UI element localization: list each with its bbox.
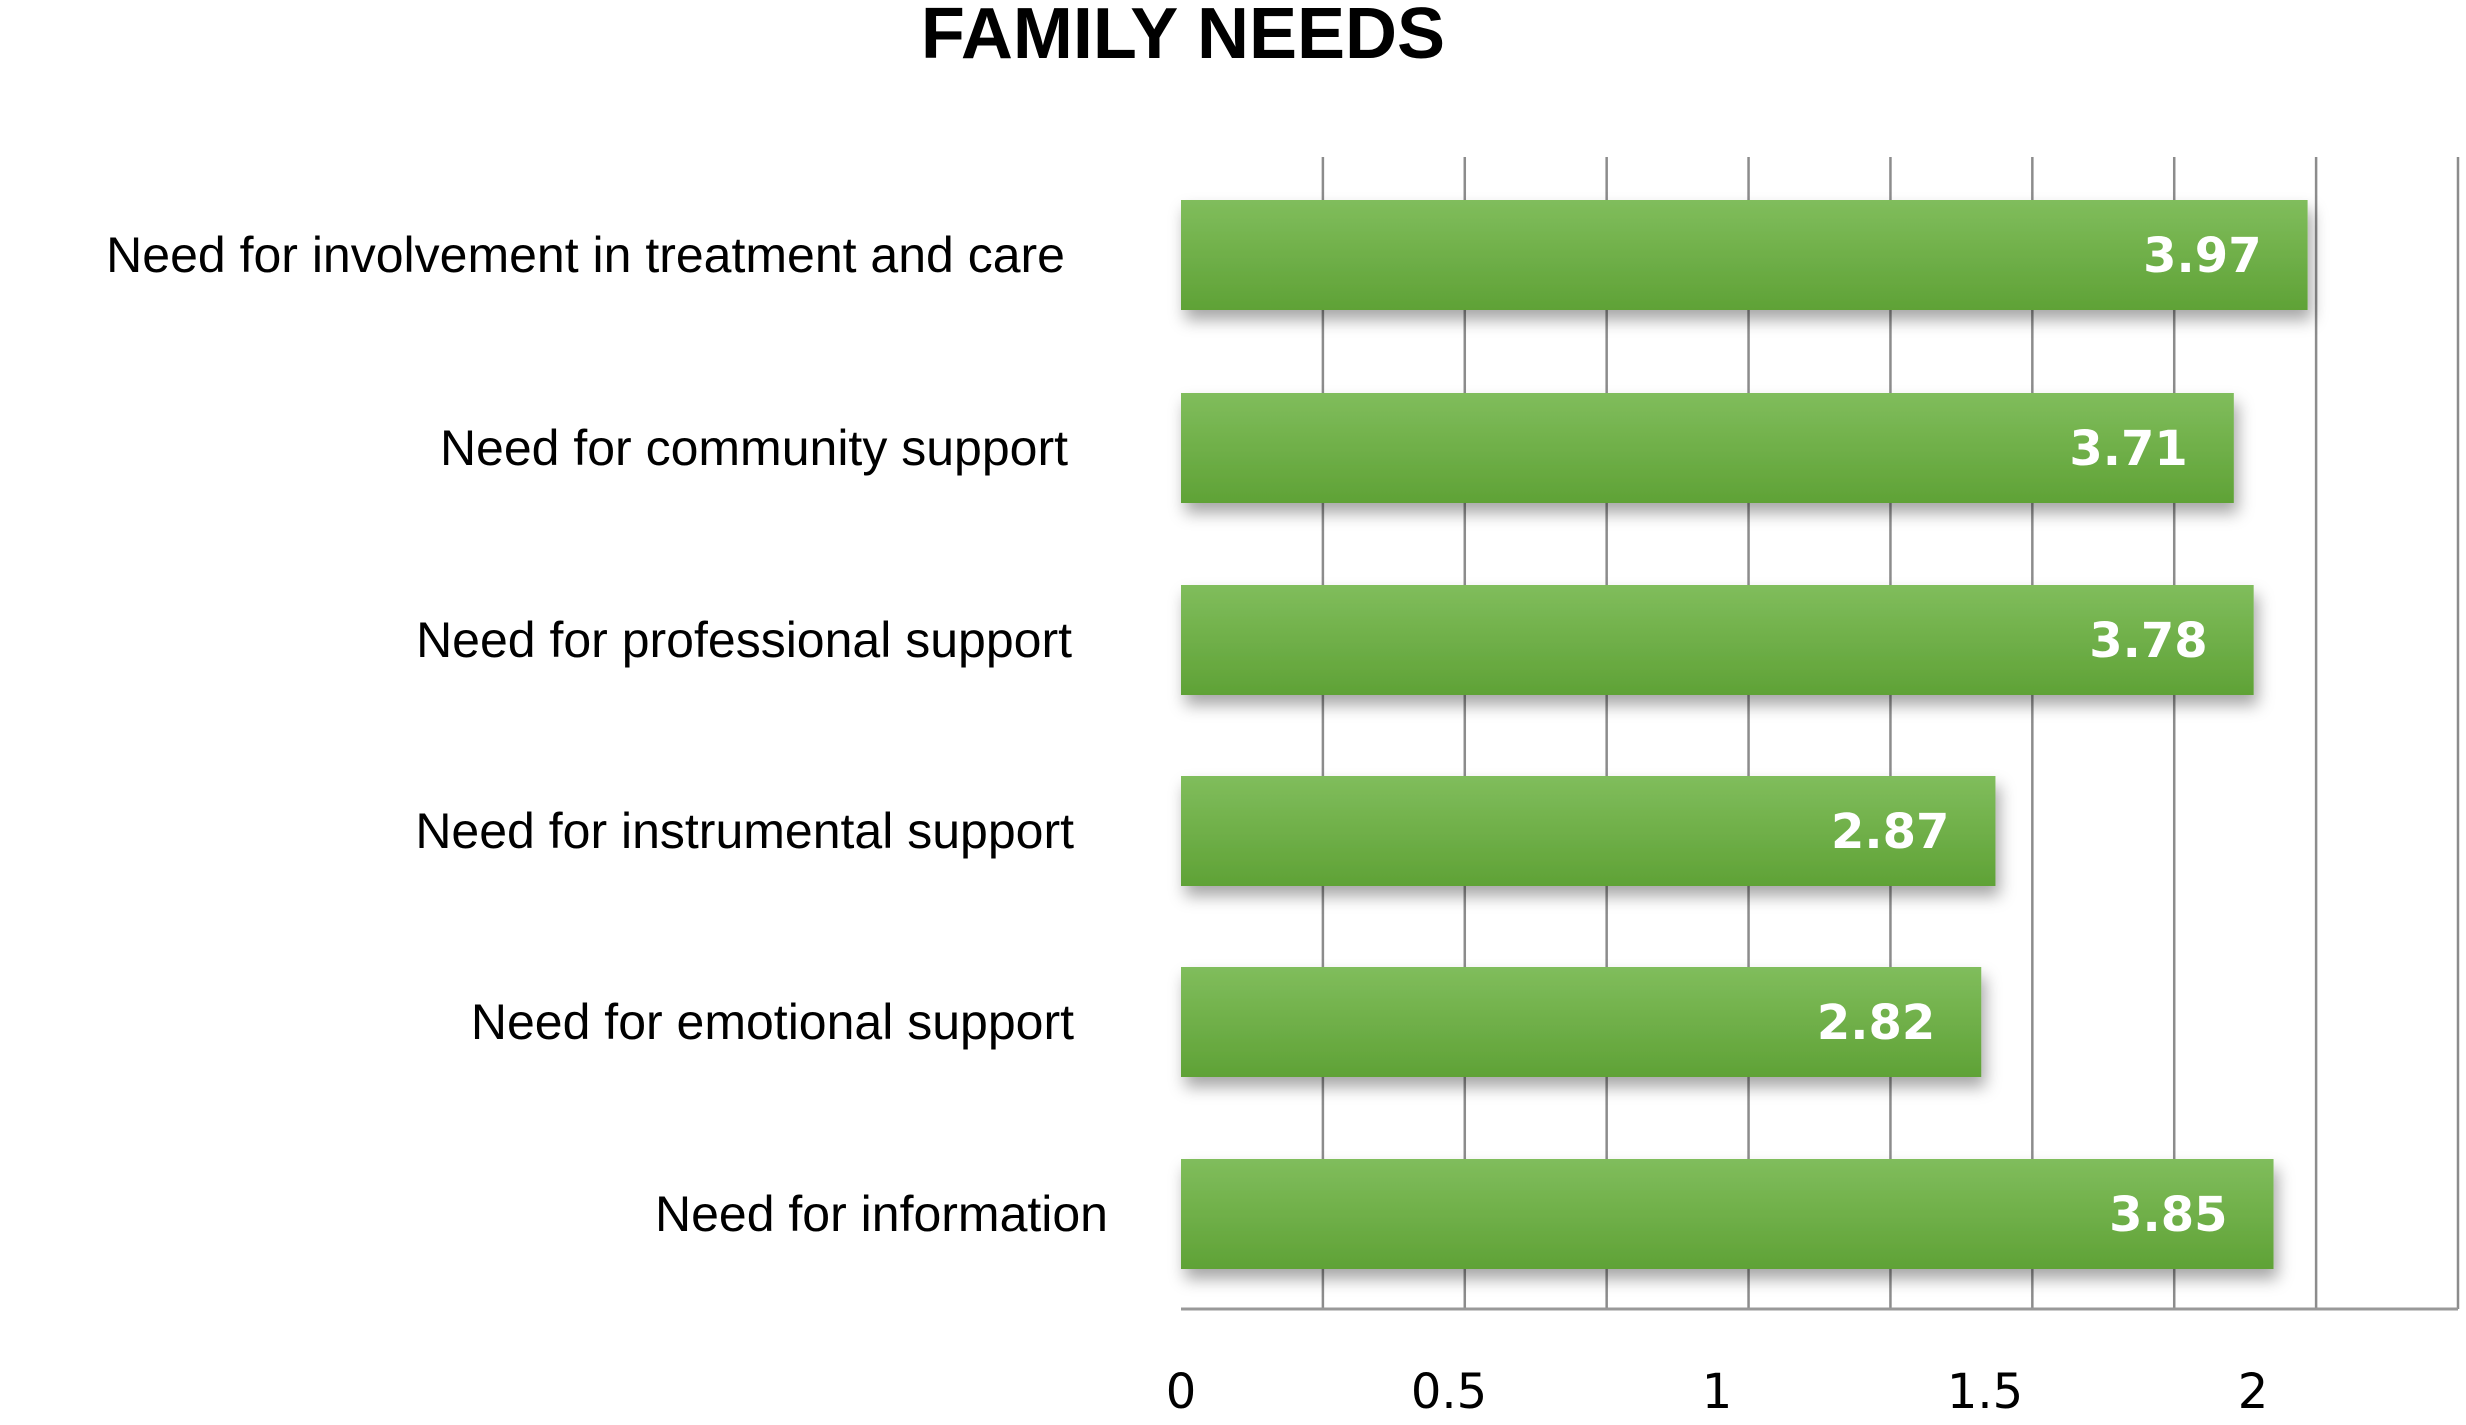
category-label: Need for instrumental support [415, 803, 1074, 859]
bar-value-label: 3.71 [2069, 421, 2187, 477]
x-tick-label: 2 [2238, 1364, 2269, 1420]
bar [1181, 776, 1996, 886]
category-label: Need for involvement in treatment and ca… [106, 227, 1065, 283]
category-label: Need for emotional support [471, 994, 1074, 1050]
chart-title: FAMILY NEEDS [921, 0, 1445, 74]
x-tick-label: 0 [1166, 1364, 1197, 1420]
category-label: Need for community support [440, 420, 1068, 476]
x-tick-label: 0.5 [1411, 1364, 1487, 1420]
bar [1181, 967, 1982, 1077]
category-label: Need for professional support [416, 612, 1072, 668]
bar [1181, 200, 2308, 310]
bar [1181, 1159, 2274, 1269]
bar [1181, 585, 2254, 695]
bar-value-label: 3.97 [2143, 228, 2261, 284]
bar-value-label: 3.85 [2109, 1187, 2227, 1243]
bar-value-label: 2.82 [1817, 995, 1935, 1051]
bar-value-label: 2.87 [1831, 804, 1949, 860]
category-label: Need for information [655, 1186, 1108, 1242]
x-tick-label: 1.5 [1947, 1364, 2023, 1420]
x-tick-label: 1 [1702, 1364, 1733, 1420]
bar-value-label: 3.78 [2089, 613, 2207, 669]
bar [1181, 393, 2234, 503]
